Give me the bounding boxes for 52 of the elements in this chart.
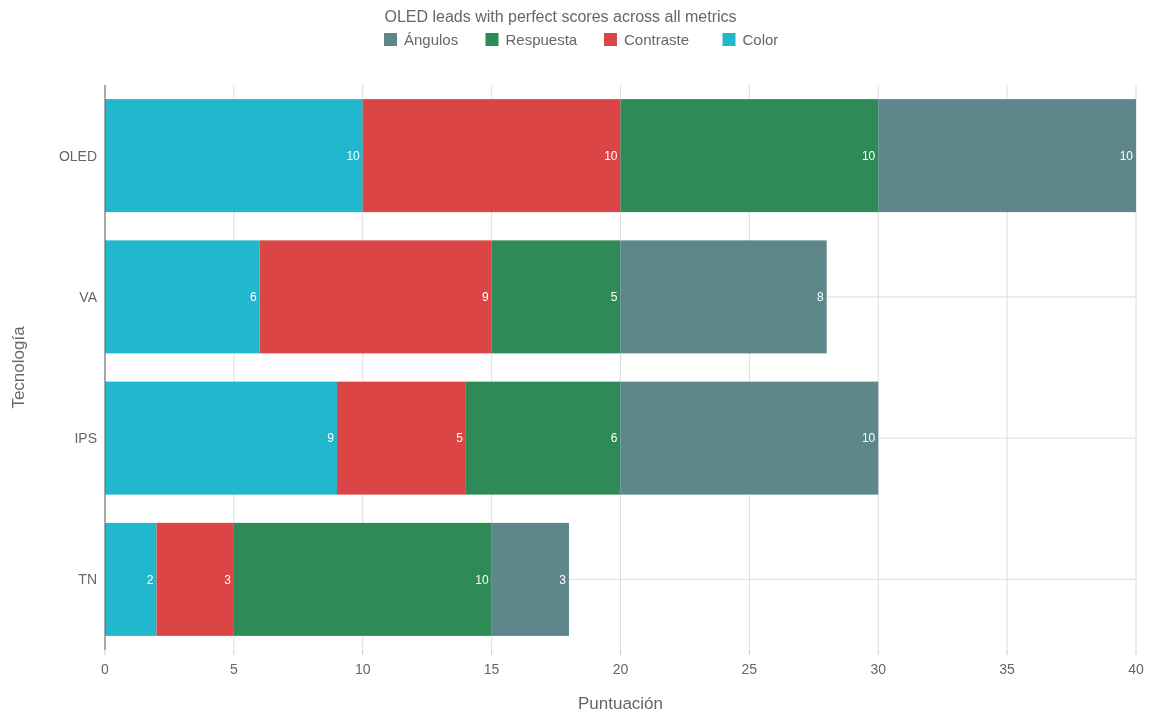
bar: [105, 522, 157, 636]
y-tick-label: TN: [78, 571, 97, 588]
y-tick-label: OLED: [58, 147, 97, 164]
bar: [105, 99, 363, 213]
y-tick-label: IPS: [74, 430, 97, 447]
x-tick-label: 20: [612, 661, 629, 677]
data-label: 10: [346, 148, 361, 163]
data-label: 3: [224, 572, 232, 587]
data-label: 10: [604, 148, 618, 163]
bar: [233, 522, 492, 636]
data-label: 5: [610, 290, 618, 305]
x-tick-label: 0: [101, 661, 110, 677]
bar: [105, 240, 260, 354]
data-label: 10: [861, 148, 876, 163]
data-label: 9: [327, 431, 335, 446]
data-label: 5: [456, 431, 464, 446]
bar: [878, 99, 1136, 213]
bar: [491, 522, 569, 636]
bar: [105, 381, 337, 495]
x-tick-label: 35: [999, 661, 1016, 677]
legend-label: Ángulos: [404, 31, 459, 49]
x-tick-label: 5: [229, 661, 238, 677]
chart-title: OLED leads with perfect scores across all metrics: [384, 8, 737, 25]
bar: [362, 99, 621, 213]
bar: [336, 381, 466, 495]
bar: [491, 240, 621, 354]
bar: [259, 240, 492, 354]
x-tick-label: 10: [354, 661, 371, 677]
data-label: 6: [610, 431, 618, 446]
bar: [465, 381, 621, 495]
y-tick-label: VA: [79, 288, 98, 305]
data-label: 3: [559, 572, 567, 587]
y-axis-title: Tecnología: [9, 325, 28, 409]
data-label: 2: [146, 572, 154, 587]
legend-label: Respuesta: [505, 31, 578, 49]
x-tick-label: 30: [870, 661, 887, 677]
bar: [620, 99, 879, 213]
x-axis-title: Puntuación: [577, 694, 664, 713]
data-label: 8: [817, 290, 825, 305]
legend-label: Contraste: [624, 31, 690, 49]
x-tick-label: 25: [741, 661, 758, 677]
x-tick-label: 40: [1128, 661, 1144, 677]
legend-label: Color: [742, 31, 779, 49]
data-label: 10: [861, 431, 876, 446]
bar: [620, 240, 827, 354]
data-label: 10: [475, 572, 489, 587]
data-label: 6: [249, 290, 257, 305]
data-label: 9: [481, 290, 489, 305]
data-label: 10: [1119, 148, 1134, 163]
x-tick-label: 15: [483, 661, 500, 677]
bar: [156, 522, 234, 636]
bar: [620, 381, 879, 495]
